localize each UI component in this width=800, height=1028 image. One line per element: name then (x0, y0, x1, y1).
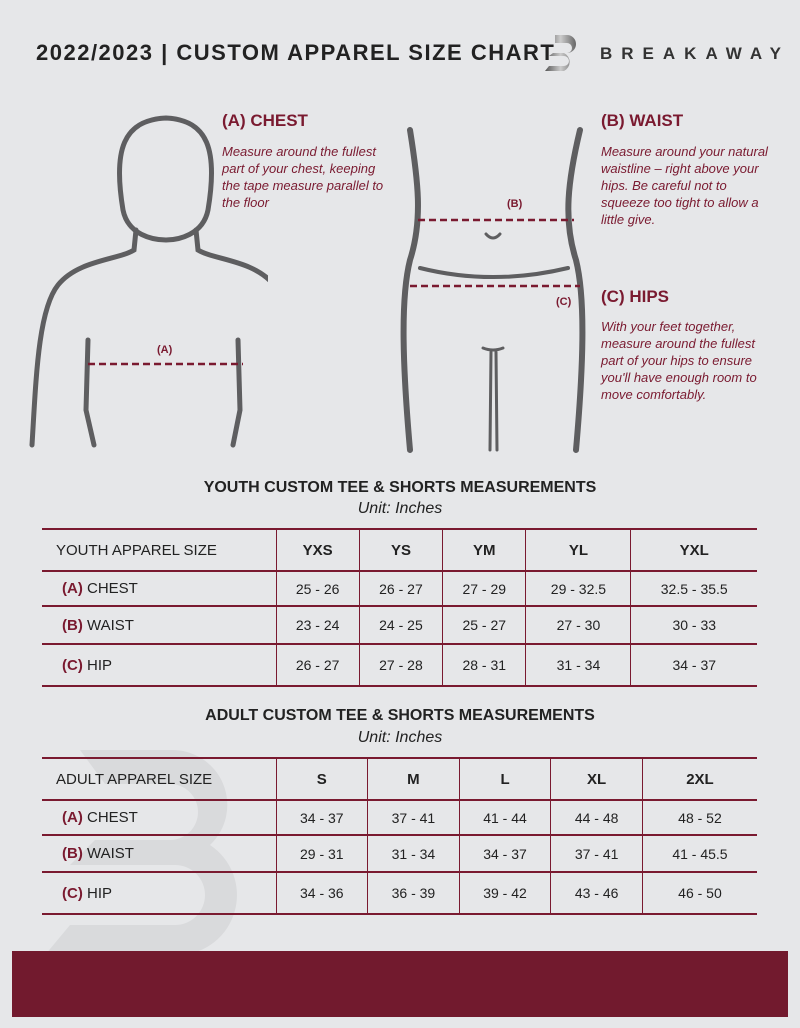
youth-section-title: YOUTH CUSTOM TEE & SHORTS MEASUREMENTS (203, 479, 597, 496)
row-label: WAIST (87, 845, 134, 862)
adult-size-table: ADULT APPAREL SIZE S M L XL 2XL (A) CHES… (42, 757, 757, 915)
row-label: HIP (87, 656, 113, 674)
table-row: (B) WAIST 29 - 31 31 - 34 34 - 37 37 - 41 41… (42, 834, 757, 873)
cell: 43 - 46 (550, 871, 643, 915)
size-header: YXL (630, 528, 757, 572)
size-header: YM (442, 528, 526, 572)
cell: 27 - 29 (442, 570, 526, 607)
table-row: (C) HIP 34 - 36 36 - 39 39 - 42 43 - 46 46 -… (42, 871, 757, 915)
size-header: M (367, 757, 460, 801)
waist-description: Measure around your natural waistline – … (601, 144, 768, 227)
upper-body-illustration (29, 115, 268, 448)
cell: 36 - 39 (367, 871, 460, 915)
cell: 41 - 45.5 (641, 834, 757, 873)
table-row: (A) CHEST 34 - 37 37 - 41 41 - 44 44 - 48 48… (42, 799, 757, 836)
hips-marker: (C) (556, 296, 572, 308)
header-label: YOUTH APPAREL SIZE (42, 528, 276, 572)
brand-name: BREAKAWAY (600, 44, 790, 63)
row-code: (A) (62, 580, 83, 597)
size-header: S (275, 757, 368, 801)
header-label: ADULT APPAREL SIZE (42, 757, 276, 801)
cell: 31 - 34 (525, 643, 631, 687)
page-title: 2022/2023 | CUSTOM APPAREL SIZE CHART (36, 40, 556, 65)
table-row: (A) CHEST 25 - 26 26 - 27 27 - 29 29 - 32.5… (42, 570, 757, 607)
cell: 24 - 25 (358, 605, 443, 645)
footer-bar (12, 951, 788, 1017)
cell: 30 - 33 (630, 605, 757, 645)
cell: 41 - 44 (458, 799, 551, 836)
adult-section-title: ADULT CUSTOM TEE & SHORTS MEASUREMENTS (205, 707, 595, 724)
cell: 25 - 27 (442, 605, 526, 645)
cell: 48 - 52 (641, 799, 757, 836)
cell: 44 - 48 (550, 799, 643, 836)
chest-heading: (A) CHEST (222, 111, 308, 130)
hips-description: With your feet together, measure around … (601, 319, 757, 402)
cell: 39 - 42 (458, 871, 551, 915)
cell: 29 - 32.5 (525, 570, 631, 607)
cell: 26 - 27 (275, 643, 360, 687)
row-label: CHEST (87, 580, 138, 597)
row-code: (B) (62, 616, 83, 634)
chest-marker: (A) (157, 344, 173, 356)
row-label: HIP (87, 884, 113, 902)
cell: 25 - 26 (275, 570, 360, 607)
cell: 23 - 24 (275, 605, 360, 645)
cell: 27 - 28 (358, 643, 443, 687)
breakaway-logo-icon (545, 35, 576, 71)
size-header: YS (358, 528, 443, 572)
waist-heading: (B) WAIST (601, 111, 684, 130)
adult-unit: Unit: Inches (357, 729, 443, 746)
size-header: YXS (275, 528, 360, 572)
cell: 31 - 34 (367, 834, 460, 873)
size-header: XL (550, 757, 643, 801)
youth-size-table: YOUTH APPAREL SIZE YXS YS YM YL YXL (A) … (42, 528, 757, 687)
cell: 37 - 41 (367, 799, 460, 836)
size-header: L (458, 757, 551, 801)
row-label: WAIST (87, 616, 134, 634)
lower-body-illustration (400, 127, 586, 453)
cell: 34 - 36 (275, 871, 368, 915)
cell: 27 - 30 (525, 605, 631, 645)
row-code: (B) (62, 845, 83, 862)
chest-description: Measure around the fullest part of your … (222, 144, 384, 210)
waist-marker: (B) (507, 198, 523, 210)
table-row: (C) HIP 26 - 27 27 - 28 28 - 31 31 - 34 34 -… (42, 643, 757, 687)
cell: 37 - 41 (550, 834, 643, 873)
row-label: CHEST (87, 809, 138, 826)
size-header: 2XL (641, 757, 757, 801)
cell: 26 - 27 (358, 570, 443, 607)
hips-heading: (C) HIPS (601, 287, 669, 306)
table-header-row: YOUTH APPAREL SIZE YXS YS YM YL YXL (42, 528, 757, 572)
row-code: (C) (62, 656, 83, 674)
cell: 46 - 50 (641, 871, 757, 915)
cell: 34 - 37 (275, 799, 368, 836)
cell: 28 - 31 (442, 643, 526, 687)
youth-unit: Unit: Inches (357, 500, 443, 517)
row-code: (A) (62, 809, 83, 826)
size-header: YL (525, 528, 631, 572)
table-row: (B) WAIST 23 - 24 24 - 25 25 - 27 27 - 30 30… (42, 605, 757, 645)
cell: 32.5 - 35.5 (630, 570, 757, 607)
row-code: (C) (62, 884, 83, 902)
table-header-row: ADULT APPAREL SIZE S M L XL 2XL (42, 757, 757, 801)
cell: 34 - 37 (630, 643, 757, 687)
cell: 29 - 31 (275, 834, 368, 873)
cell: 34 - 37 (458, 834, 551, 873)
